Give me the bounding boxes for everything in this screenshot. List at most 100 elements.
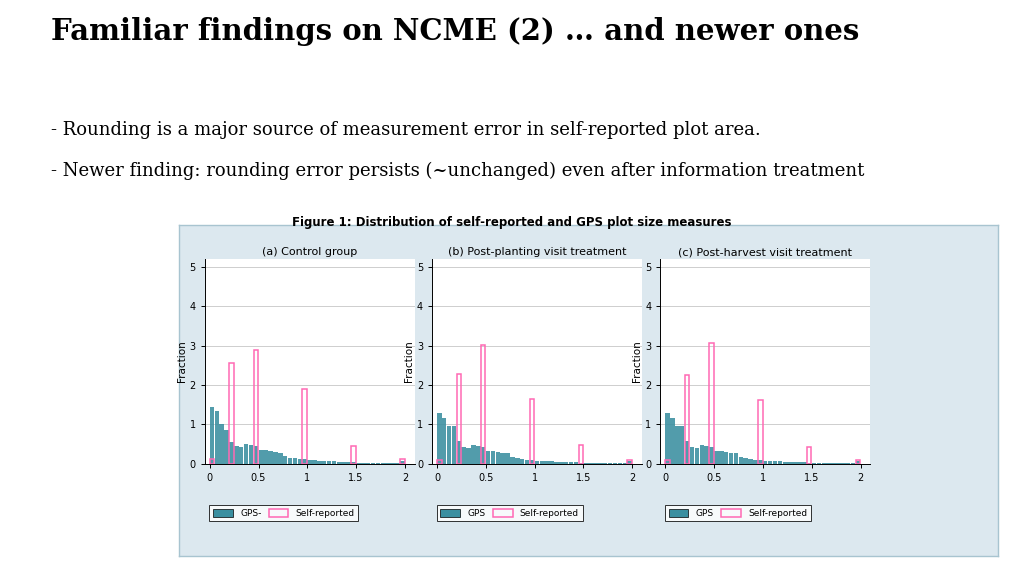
Bar [210,407,214,464]
Bar [457,441,461,464]
Bar [719,451,724,464]
Bar [837,463,841,464]
Bar [593,463,598,464]
Bar [763,461,768,464]
Bar [851,463,855,464]
Bar [729,453,733,464]
Bar [346,462,351,464]
Bar [496,452,500,464]
Bar [356,463,360,464]
Bar [831,463,836,464]
Bar [710,447,714,464]
Bar [366,463,371,464]
Bar [457,374,461,464]
Bar [506,453,510,464]
Bar [782,462,787,464]
Bar [371,463,375,464]
Bar [584,463,588,464]
Bar [485,451,490,464]
Bar [754,460,758,464]
Bar [758,400,763,464]
Y-axis label: Fraction: Fraction [633,340,642,382]
Bar [215,411,219,464]
Bar [694,448,699,464]
Bar [598,463,602,464]
Bar [332,461,336,464]
Bar [466,448,471,464]
Bar [400,461,404,464]
Bar [812,463,816,464]
Text: Familiar findings on NCME (2) … and newer ones: Familiar findings on NCME (2) … and newe… [51,17,859,46]
Bar [462,447,466,464]
Bar [520,458,524,464]
Bar [743,458,748,464]
Title: (a) Control group: (a) Control group [262,247,357,257]
Bar [797,462,802,464]
Bar [817,463,821,464]
Bar [807,463,811,464]
Text: - Rounding is a major source of measurement error in self-reported plot area.: - Rounding is a major source of measurem… [51,121,761,139]
Bar [437,412,441,464]
Bar [612,463,617,464]
Bar [351,462,355,464]
Bar [446,426,452,464]
Bar [471,445,476,464]
Bar [628,460,632,464]
Bar [529,399,535,464]
Y-axis label: Fraction: Fraction [177,340,186,382]
Bar [846,463,851,464]
Bar [400,459,404,464]
Bar [327,461,332,464]
Text: Figure 1: Distribution of self-reported and GPS plot size measures: Figure 1: Distribution of self-reported … [292,216,732,229]
Bar [437,460,441,464]
Bar [268,451,272,464]
Bar [258,450,263,464]
Bar [381,463,385,464]
Bar [738,457,743,464]
Bar [452,426,456,464]
Bar [490,451,496,464]
Bar [279,453,283,464]
Bar [210,459,214,464]
Bar [515,458,519,464]
Bar [263,450,268,464]
Bar [856,460,860,464]
Bar [671,418,675,464]
Bar [821,463,826,464]
Bar [361,463,366,464]
Bar [666,460,670,464]
Bar [589,463,593,464]
Bar [312,460,316,464]
Bar [273,452,278,464]
Bar [826,463,830,464]
Bar [351,446,355,464]
Bar [564,462,568,464]
Bar [787,462,792,464]
Title: (c) Post-harvest visit treatment: (c) Post-harvest visit treatment [679,247,852,257]
Bar [283,456,288,464]
Bar [579,445,583,464]
Bar [568,462,573,464]
Bar [442,418,446,464]
Bar [376,463,380,464]
Bar [322,461,327,464]
Bar [481,447,485,464]
Bar [390,463,395,464]
Legend: GPS, Self-reported: GPS, Self-reported [665,505,811,521]
Bar [395,463,399,464]
Title: (b) Post-planting visit treatment: (b) Post-planting visit treatment [447,247,627,257]
Bar [535,461,540,464]
Bar [234,446,239,464]
Bar [773,461,777,464]
Bar [793,462,797,464]
Bar [298,459,302,464]
Bar [714,451,719,464]
Bar [501,453,505,464]
Bar [549,461,554,464]
Bar [229,442,233,464]
Bar [734,453,738,464]
Bar [617,463,623,464]
Bar [608,463,612,464]
Y-axis label: Fraction: Fraction [404,340,414,382]
Bar [545,461,549,464]
